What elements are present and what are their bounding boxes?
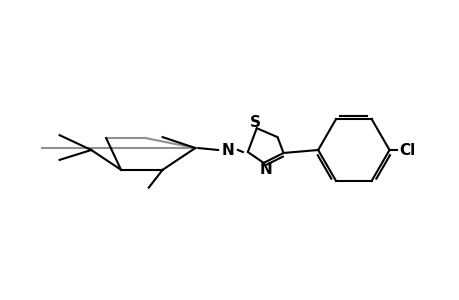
Text: N: N (221, 142, 234, 158)
Text: S: S (250, 115, 261, 130)
Text: N: N (259, 162, 271, 177)
Text: Cl: Cl (398, 142, 415, 158)
